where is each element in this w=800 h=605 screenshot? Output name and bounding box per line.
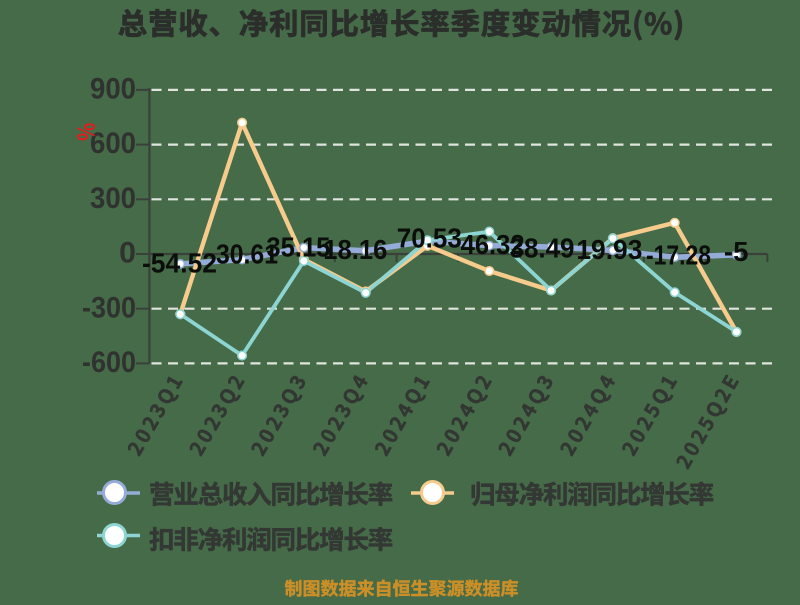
svg-text:-600: -600 — [82, 346, 136, 379]
svg-text:30.61: 30.61 — [216, 238, 278, 269]
svg-text:-17.28: -17.28 — [646, 239, 711, 270]
svg-text:0: 0 — [119, 237, 136, 270]
svg-text:38.49: 38.49 — [510, 232, 575, 263]
svg-text:35.15: 35.15 — [266, 232, 330, 263]
svg-text:900: 900 — [90, 73, 136, 106]
svg-text:-300: -300 — [82, 291, 136, 324]
svg-text:18.16: 18.16 — [323, 234, 387, 265]
svg-text:300: 300 — [90, 182, 136, 215]
svg-text:600: 600 — [90, 127, 136, 160]
svg-text:-5: -5 — [724, 236, 749, 267]
svg-text:46.32: 46.32 — [461, 229, 525, 260]
svg-text:70.53: 70.53 — [397, 223, 462, 254]
svg-text:19.93: 19.93 — [576, 234, 642, 265]
svg-text:-54.52: -54.52 — [142, 248, 217, 279]
